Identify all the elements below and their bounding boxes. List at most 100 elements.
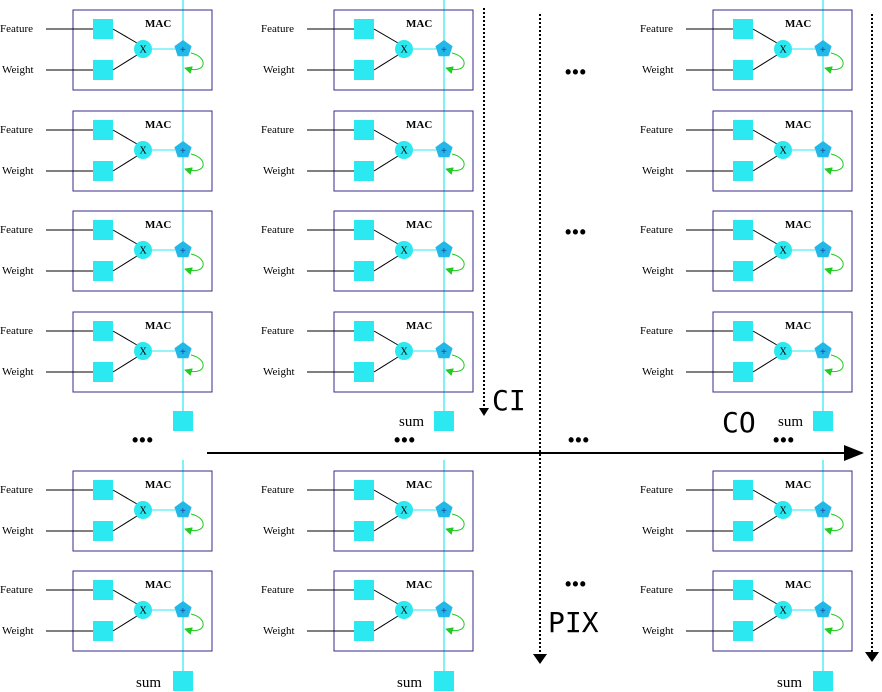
adder-pentagon [814,601,832,618]
add-symbol: + [820,45,826,56]
feature-to-mult-line [373,589,399,605]
feature-to-mult-line [752,589,778,605]
multiplier-circle [395,342,413,360]
multiplier-circle [395,40,413,58]
multiplier-circle [134,141,152,159]
weight-register [733,161,753,181]
mac-title: MAC [145,119,171,131]
add-symbol: + [180,606,186,617]
weight-to-mult-line [752,615,778,632]
weight-label: Weight [263,165,295,177]
feature-to-mult-line [752,129,778,145]
weight-label: Weight [642,525,674,537]
feature-register [733,19,753,39]
multiply-symbol: X [140,246,148,257]
feature-to-mult-line [112,589,138,605]
mac-cell-border [72,570,213,652]
feature-to-mult-line [112,229,138,245]
weight-label: Weight [642,625,674,637]
mac-cell-border [333,570,474,652]
weight-register [354,621,374,641]
feedback-loop [184,354,204,376]
mac-cell-border [712,210,853,292]
add-symbol: + [180,347,186,358]
adder-pentagon [174,40,192,57]
multiply-symbol: X [401,347,409,358]
weight-register [733,621,753,641]
feedback-loop [824,354,844,376]
feature-to-mult-line [373,129,399,145]
weight-register [93,362,113,382]
mac-title: MAC [145,18,171,30]
multiplier-circle [395,141,413,159]
sum-label: sum [778,414,803,430]
weight-to-mult-line [752,155,778,172]
weight-register [93,521,113,541]
feature-register [733,220,753,240]
adder-pentagon [814,342,832,359]
feature-to-mult-line [752,489,778,505]
pix-axis-left-arrowhead [533,654,547,664]
mac-title: MAC [406,18,432,30]
weight-to-mult-line [373,356,399,373]
feature-register [354,480,374,500]
mac-cell-border [712,470,853,552]
mac-cell-border [333,110,474,192]
multiplier-circle [774,40,792,58]
mac-cell: MAC Feature Weight X + [0,110,213,192]
multiplier-circle [395,601,413,619]
add-symbol: + [441,146,447,157]
feature-to-mult-line [112,330,138,346]
mac-cell-border [333,311,474,393]
multiplier-circle [134,342,152,360]
adder-pentagon [174,501,192,518]
sum-register [434,411,454,431]
adder-pentagon [435,342,453,359]
add-symbol: + [820,347,826,358]
sum-register [173,411,193,431]
feature-label: Feature [261,124,294,136]
feature-label: Feature [0,484,33,496]
feedback-loop [824,613,844,635]
mac-title: MAC [785,219,811,231]
multiply-symbol: X [780,45,788,56]
feature-to-mult-line [112,489,138,505]
multiplier-circle [774,342,792,360]
multiplier-circle [774,601,792,619]
mac-cell: MAC Feature Weight X + [0,210,213,292]
pix-axis-right-arrowhead [865,652,879,662]
weight-label: Weight [2,366,34,378]
multiply-symbol: X [140,606,148,617]
sum-register [173,671,193,691]
sum-register [813,671,833,691]
feature-register [354,19,374,39]
multiply-symbol: X [780,347,788,358]
weight-to-mult-line [112,54,138,71]
ellipsis-row-2: ••• [394,430,416,450]
weight-register [93,621,113,641]
weight-label: Weight [263,525,295,537]
mac-cell-border [712,570,853,652]
weight-register [733,521,753,541]
weight-register [733,362,753,382]
feature-to-mult-line [373,28,399,44]
mac-cell-border [72,110,213,192]
weight-label: Weight [2,625,34,637]
feature-register [354,321,374,341]
multiply-symbol: X [140,146,148,157]
weight-register [93,161,113,181]
multiply-symbol: X [780,606,788,617]
feedback-loop [824,52,844,74]
sum-label: sum [777,675,802,691]
add-symbol: + [441,506,447,517]
add-symbol: + [441,45,447,56]
mac-title: MAC [145,320,171,332]
feature-register [733,580,753,600]
add-symbol: + [441,347,447,358]
feature-register [93,580,113,600]
feature-label: Feature [261,224,294,236]
weight-register [733,261,753,281]
add-symbol: + [180,146,186,157]
adder-pentagon [814,40,832,57]
